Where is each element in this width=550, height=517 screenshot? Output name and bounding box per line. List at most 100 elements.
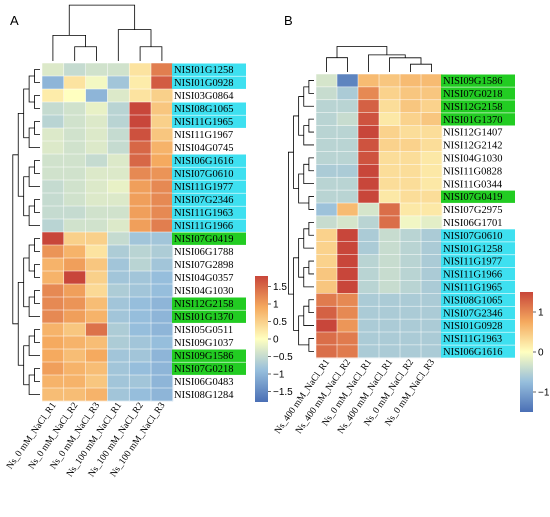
heatmap-cell <box>421 99 443 113</box>
heatmap-cell <box>316 344 338 359</box>
heatmap-cell <box>42 323 65 337</box>
heatmap-cell <box>316 306 338 320</box>
heatmap-cell <box>107 323 130 337</box>
heatmap-cell <box>63 362 86 376</box>
heatmap-cell <box>129 375 152 389</box>
heatmap-cell <box>107 232 130 246</box>
legend-tick-label: 1 <box>273 300 279 311</box>
heatmap-cell <box>129 128 152 142</box>
heatmap-cell <box>129 206 152 220</box>
heatmap-cell <box>379 151 401 165</box>
heatmap-cell <box>316 99 338 113</box>
heatmap-cell <box>379 280 401 294</box>
heatmap-cell <box>358 344 380 359</box>
heatmap-cell <box>129 63 152 77</box>
heatmap-cell <box>85 219 108 233</box>
heatmap-cell <box>129 323 152 337</box>
legend-tick-label: −1 <box>273 370 285 381</box>
heatmap-cell <box>151 102 174 116</box>
heatmap-cell <box>107 154 130 168</box>
heatmap-cell <box>421 138 443 152</box>
heatmap-cell <box>107 349 130 363</box>
heatmap-cell <box>63 375 86 389</box>
heatmap-cell <box>337 254 359 268</box>
row-label: NISI01G1370 <box>174 312 234 323</box>
row-label: NISI01G1370 <box>443 115 503 126</box>
heatmap-cell <box>129 154 152 168</box>
row-label: NISI12G1407 <box>443 128 503 139</box>
row-label: NISI11G1965 <box>174 117 233 128</box>
heatmap-cell <box>129 284 152 298</box>
row-label: NISI12G2158 <box>443 102 503 113</box>
heatmap-cell <box>358 164 380 178</box>
row-label: NISI11G0344 <box>443 179 503 190</box>
heatmap-cell <box>400 74 422 88</box>
heatmap-cell <box>421 332 443 346</box>
heatmap-cell <box>85 180 108 194</box>
row-label: NISI11G0828 <box>443 166 502 177</box>
heatmap-cell <box>107 206 130 220</box>
legend-tick-label: 1.5 <box>273 282 287 293</box>
heatmap-cell <box>358 112 380 126</box>
heatmap-cell <box>358 125 380 139</box>
heatmap-cell <box>400 190 422 204</box>
row-label: NISI03G0864 <box>174 91 234 102</box>
heatmap-cell <box>85 388 108 402</box>
heatmap-cell <box>42 362 65 376</box>
heatmap-cell <box>151 388 174 402</box>
heatmap-cell <box>358 280 380 294</box>
heatmap-cell <box>316 164 338 178</box>
heatmap-cell <box>316 319 338 333</box>
heatmap-cell <box>85 349 108 363</box>
heatmap-cell <box>107 375 130 389</box>
heatmap-cell <box>337 138 359 152</box>
heatmap-cell <box>129 193 152 207</box>
heatmap-cell <box>151 154 174 168</box>
heatmap-cell <box>151 349 174 363</box>
row-label-highlight <box>441 100 515 113</box>
heatmap-cell <box>107 180 130 194</box>
heatmap-cell <box>421 280 443 294</box>
legend-tick-label: −1 <box>538 388 550 399</box>
heatmap-cell <box>85 271 108 285</box>
heatmap-cell <box>151 258 174 272</box>
heatmap-cell <box>421 267 443 281</box>
heatmap-cell <box>379 86 401 101</box>
heatmap-cell <box>400 215 422 230</box>
row-label: NISI11G1963 <box>174 208 233 219</box>
row-label: NISI07G0610 <box>174 169 234 180</box>
heatmap-cell <box>151 206 174 220</box>
heatmap-cell <box>337 74 359 88</box>
heatmap-cell <box>85 102 108 116</box>
heatmap-cell <box>42 310 65 324</box>
heatmap-cell <box>42 102 65 116</box>
heatmap-cell <box>316 203 338 217</box>
row-label: NISI07G0218 <box>174 364 234 375</box>
row-label: NISI08G1065 <box>443 295 503 306</box>
heatmap-cell <box>107 102 130 116</box>
heatmap-cell <box>42 271 65 285</box>
heatmap-cell <box>421 177 443 191</box>
row-label-highlight <box>172 167 246 180</box>
row-label: NISI06G1701 <box>443 218 503 229</box>
heatmap-cell <box>63 258 86 272</box>
legend-tick-label: 0.5 <box>273 317 287 328</box>
heatmap-cell <box>400 293 422 307</box>
heatmap-cell <box>42 128 65 142</box>
row-dendrogram <box>12 69 40 395</box>
row-label: NISI11G1977 <box>174 182 233 193</box>
heatmap-cell <box>42 284 65 298</box>
heatmap-cell <box>107 167 130 181</box>
heatmap-cell <box>85 167 108 181</box>
row-label-highlight <box>172 297 246 310</box>
heatmap-cell <box>316 74 338 88</box>
heatmap-cell <box>379 344 401 359</box>
heatmap-cell <box>107 284 130 298</box>
row-label: NISI07G0419 <box>443 192 503 203</box>
heatmap-cell <box>316 332 338 346</box>
heatmap-cell <box>379 203 401 217</box>
heatmap-cell <box>63 141 86 155</box>
heatmap-cell <box>63 102 86 116</box>
heatmap-cell <box>129 115 152 129</box>
heatmap-cell <box>63 76 86 90</box>
